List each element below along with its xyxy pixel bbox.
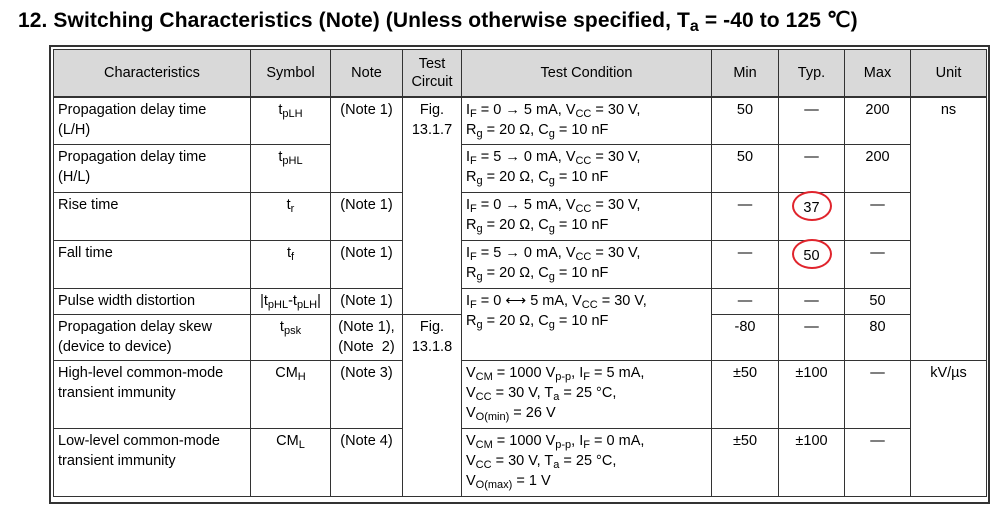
symbol-cell: |tpHL-tpLH|	[250, 288, 331, 315]
max-value: —	[844, 428, 911, 497]
header-row: Characteristics Symbol Note Test Circuit …	[53, 49, 987, 98]
characteristic-name: Propagation delay time (L/H)	[53, 96, 251, 145]
min-value: -80	[711, 314, 779, 361]
symbol-cell: CMH	[250, 360, 331, 429]
test-condition-cell: IF = 0 → 5 mA, VCC = 30 V, Rg = 20 Ω, Cg …	[461, 96, 712, 145]
characteristic-name: Pulse width distortion	[53, 288, 251, 315]
note-cell: (Note 1)	[330, 240, 403, 289]
symbol-cell: tr	[250, 192, 331, 241]
test-circuit-cell: Fig. 13.1.7	[402, 96, 462, 315]
symbol-cell: CML	[250, 428, 331, 497]
table-row: Propagation delay time (H/L) tpHL IF = 5 …	[53, 144, 987, 193]
note-cell: (Note 1)	[330, 288, 403, 315]
test-circuit-cell: Fig. 13.1.8	[402, 314, 462, 497]
header-note: Note	[330, 49, 403, 98]
table-row: Fall time tf (Note 1) IF = 5 → 0 mA, VCC…	[53, 239, 987, 289]
max-value: —	[844, 240, 911, 289]
min-value: —	[711, 240, 779, 289]
table-row: Pulse width distortion |tpHL-tpLH| (Note…	[53, 288, 987, 361]
typ-value: 37	[778, 191, 845, 241]
characteristic-name: Propagation delay time (H/L)	[53, 144, 251, 193]
max-value: —	[844, 360, 911, 429]
note-cell: (Note 1)	[330, 192, 403, 241]
test-condition-cell: IF = 5 → 0 mA, VCC = 30 V, Rg = 20 Ω, Cg …	[461, 240, 712, 289]
note-cell: (Note 4)	[330, 428, 403, 497]
unit-cell: ns	[910, 96, 987, 361]
test-condition-cell: VCM = 1000 Vp-p, IF = 5 mA, VCC = 30 V, T…	[461, 360, 712, 429]
header-symbol: Symbol	[250, 49, 331, 98]
section-title: 12. Switching Characteristics (Note) (Un…	[18, 9, 858, 35]
symbol-cell: tpsk	[250, 314, 331, 361]
test-condition-cell: IF = 0 ⟷ 5 mA, VCC = 30 V, Rg = 20 Ω, Cg …	[461, 288, 712, 361]
table-row: Rise time tr (Note 1) IF = 0 → 5 mA, VCC…	[53, 191, 987, 241]
table-row: Propagation delay time (L/H) tpLH (Note 1…	[53, 96, 987, 361]
note-cell: (Note 1)	[330, 96, 403, 193]
characteristic-name: Fall time	[53, 240, 251, 289]
header-unit: Unit	[910, 49, 987, 98]
characteristic-name: Low-level common-mode transient immunity	[53, 428, 251, 497]
symbol-cell: tf	[250, 240, 331, 289]
note-cell: (Note 1), (Note 2)	[330, 314, 403, 361]
typ-value: —	[778, 96, 845, 145]
unit-cell: kV/µs	[910, 360, 987, 497]
circled-annotation: 37	[791, 191, 832, 221]
typ-value: —	[778, 314, 845, 361]
min-value: —	[711, 192, 779, 241]
min-value: 50	[711, 96, 779, 145]
header-min: Min	[711, 49, 779, 98]
symbol-cell: tpHL	[250, 144, 331, 193]
header-typ: Typ.	[778, 49, 845, 98]
header-test-condition: Test Condition	[461, 49, 712, 98]
typ-value: —	[778, 144, 845, 193]
typ-value: 50	[778, 239, 845, 289]
switching-characteristics-table: Characteristics Symbol Note Test Circuit …	[53, 49, 987, 497]
min-value: ±50	[711, 428, 779, 497]
test-condition-cell: VCM = 1000 Vp-p, IF = 0 mA, VCC = 30 V, T…	[461, 428, 712, 497]
table-row: Low-level common-mode transient immunity …	[53, 428, 987, 497]
max-value: 200	[844, 96, 911, 145]
max-value: 200	[844, 144, 911, 193]
max-value: —	[844, 192, 911, 241]
min-value: 50	[711, 144, 779, 193]
max-value: 80	[844, 314, 911, 361]
min-value: ±50	[711, 360, 779, 429]
table-row: High-level common-mode transient immunity…	[53, 360, 987, 497]
header-test-circuit: Test Circuit	[402, 49, 462, 98]
test-condition-cell: IF = 0 → 5 mA, VCC = 30 V, Rg = 20 Ω, Cg …	[461, 192, 712, 241]
typ-value: ±100	[778, 360, 845, 429]
max-value: 50	[844, 288, 911, 315]
min-value: —	[711, 288, 779, 315]
typ-value: —	[778, 288, 845, 315]
characteristic-name: Propagation delay skew (device to device)	[53, 314, 251, 361]
typ-value: ±100	[778, 428, 845, 497]
characteristic-name: Rise time	[53, 192, 251, 241]
characteristic-name: High-level common-mode transient immunity	[53, 360, 251, 429]
test-condition-cell: IF = 5 → 0 mA, VCC = 30 V, Rg = 20 Ω, Cg …	[461, 144, 712, 193]
header-characteristics: Characteristics	[53, 49, 251, 98]
symbol-cell: tpLH	[250, 96, 331, 145]
note-cell: (Note 3)	[330, 360, 403, 429]
header-max: Max	[844, 49, 911, 98]
circled-annotation: 50	[791, 239, 832, 269]
